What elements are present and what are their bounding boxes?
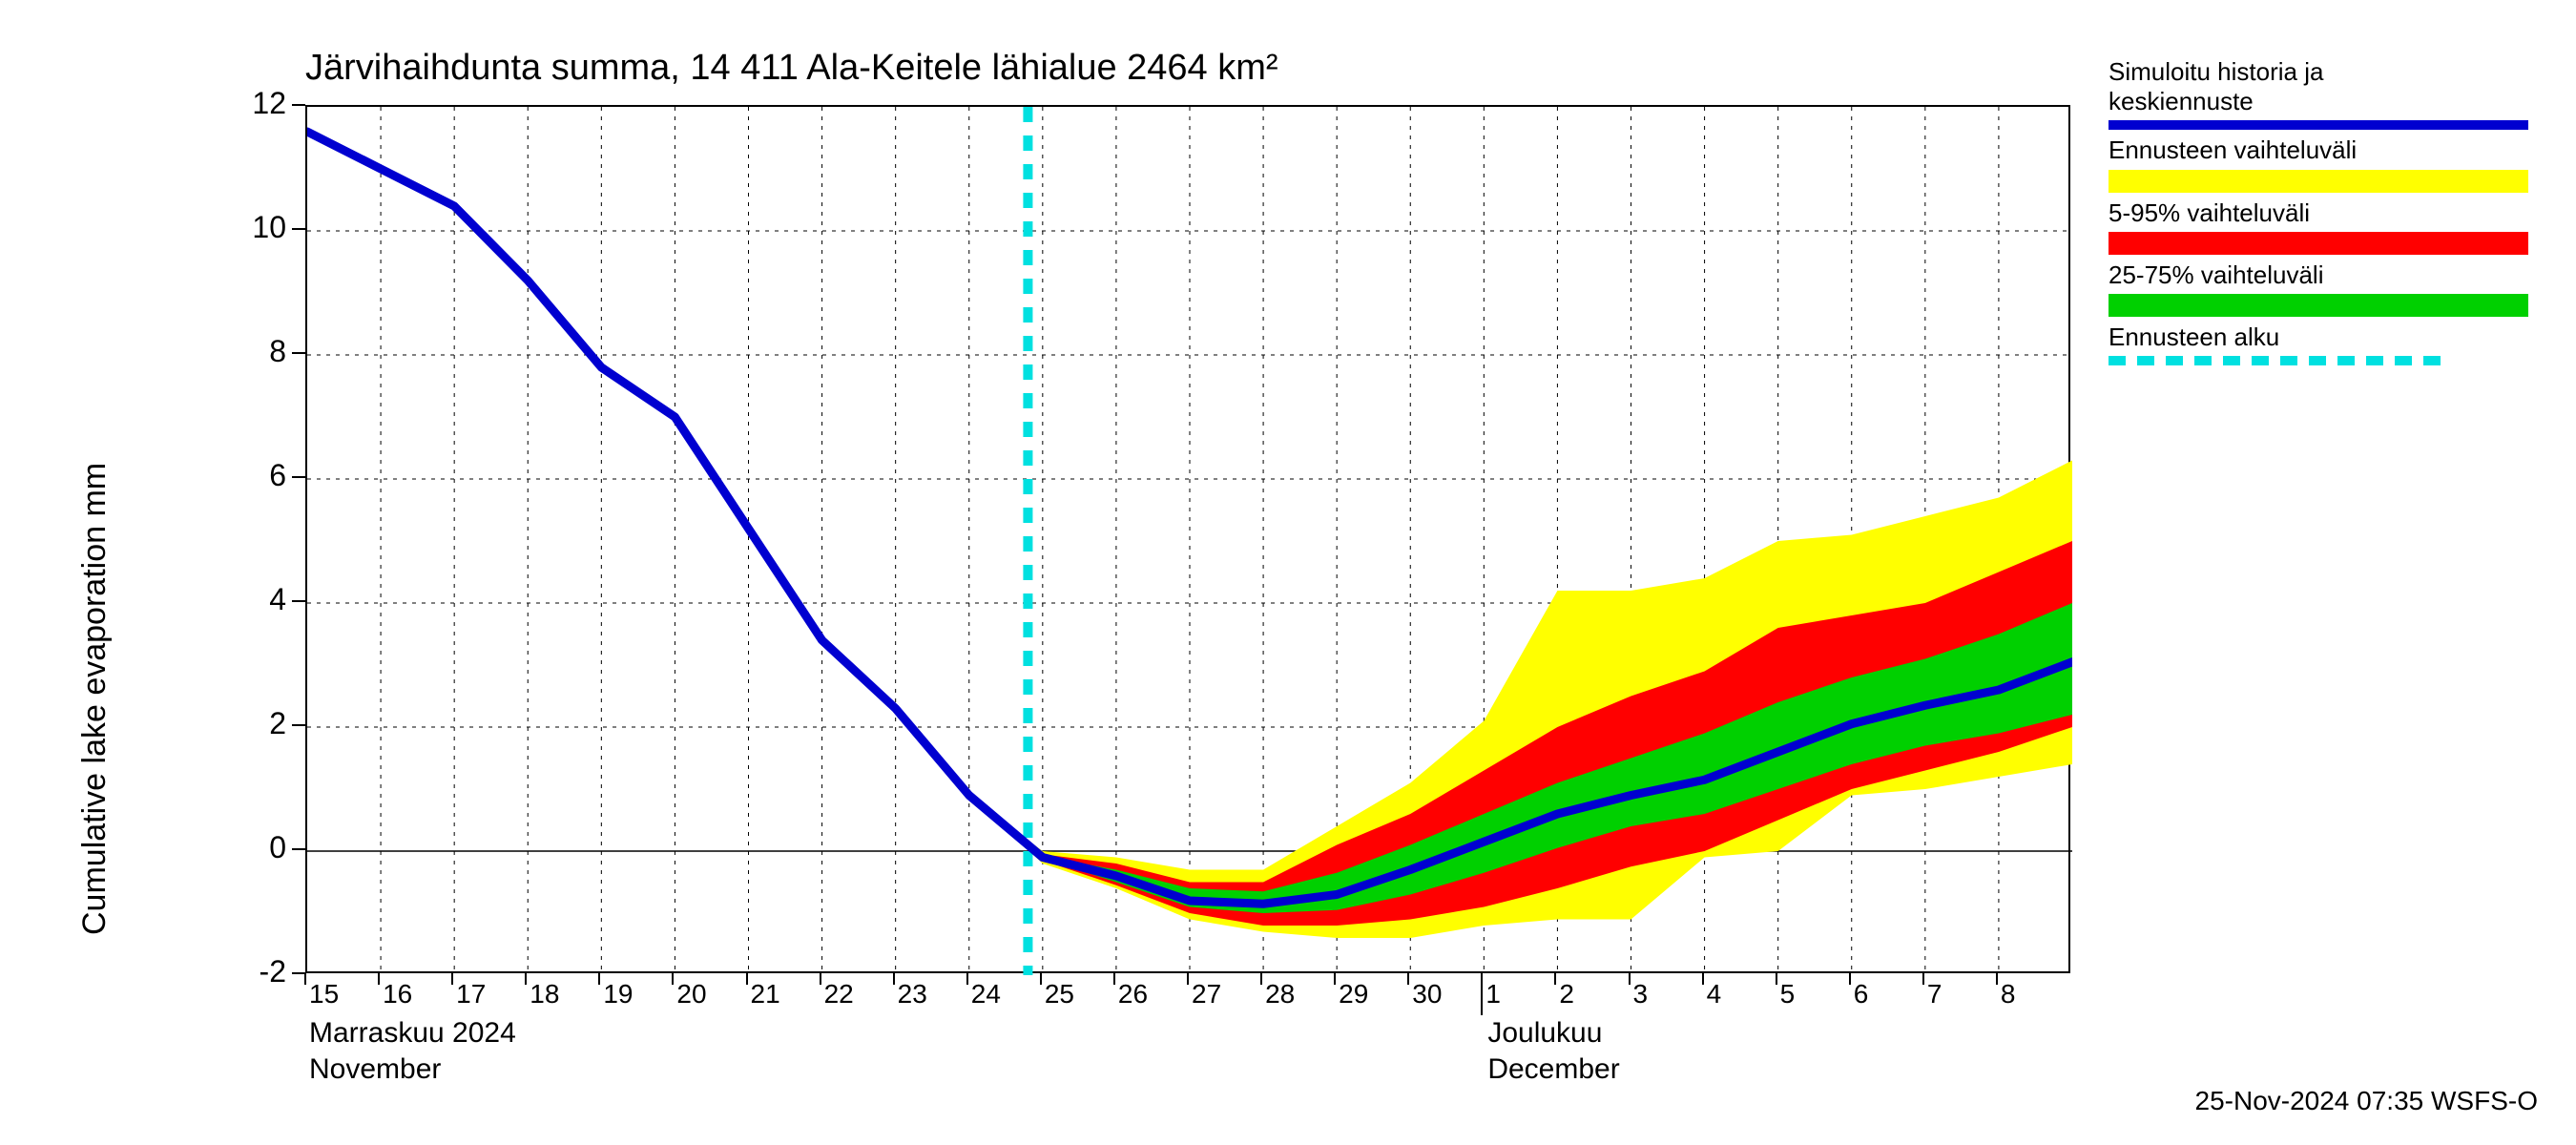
month-label-2: Joulukuu December (1487, 1015, 1619, 1087)
x-tick-mark (304, 973, 306, 985)
x-tick-mark (1040, 973, 1042, 985)
x-tick-mark (1849, 973, 1851, 985)
legend-item: Ennusteen alku (2109, 323, 2528, 365)
footer-timestamp: 25-Nov-2024 07:35 WSFS-O (2195, 1086, 2539, 1116)
x-tick: 28 (1265, 979, 1295, 1010)
x-tick-mark (672, 973, 674, 985)
y-tick: 8 (269, 334, 286, 369)
y-tick-mark (292, 476, 305, 478)
x-tick: 22 (824, 979, 854, 1010)
y-tick: 0 (269, 830, 286, 865)
x-tick-mark (598, 973, 600, 985)
x-tick: 16 (383, 979, 412, 1010)
x-tick: 23 (898, 979, 927, 1010)
x-tick-mark (1187, 973, 1189, 985)
x-tick-mark (1260, 973, 1262, 985)
x-tick: 4 (1707, 979, 1722, 1010)
x-tick: 24 (971, 979, 1001, 1010)
x-tick: 19 (603, 979, 633, 1010)
chart-title: Järvihaihdunta summa, 14 411 Ala-Keitele… (305, 48, 1278, 89)
legend-item: Ennusteen vaihteluväli (2109, 135, 2528, 192)
x-tick: 3 (1633, 979, 1649, 1010)
x-tick-mark (1996, 973, 1998, 985)
x-tick-mark (378, 973, 380, 985)
x-tick-mark (1776, 973, 1777, 985)
month1-en: November (309, 1051, 516, 1088)
month-label-1: Marraskuu 2024 November (309, 1015, 516, 1087)
x-tick-mark (1702, 973, 1704, 985)
y-axis-label: Cumulative lake evaporation mm (76, 463, 114, 935)
x-tick: 26 (1118, 979, 1148, 1010)
legend-swatch (2109, 232, 2528, 255)
x-tick-mark (1922, 973, 1924, 985)
x-tick: 6 (1854, 979, 1869, 1010)
legend-swatch (2109, 120, 2528, 130)
legend-label: Ennusteen vaihteluväli (2109, 135, 2528, 165)
y-tick-mark (292, 848, 305, 850)
legend-label: 25-75% vaihteluväli (2109, 260, 2528, 290)
y-tick-mark (292, 352, 305, 354)
x-tick-mark (1481, 973, 1483, 985)
x-tick-mark (746, 973, 748, 985)
legend: Simuloitu historia jakeskiennuste Ennuste… (2109, 57, 2528, 371)
x-tick: 7 (1927, 979, 1942, 1010)
x-tick-mark (966, 973, 968, 985)
x-tick: 15 (309, 979, 339, 1010)
legend-item: 25-75% vaihteluväli (2109, 260, 2528, 317)
x-tick-mark (820, 973, 821, 985)
legend-item: Simuloitu historia jakeskiennuste (2109, 57, 2528, 130)
x-tick-mark (1554, 973, 1556, 985)
y-tick: 12 (252, 86, 286, 121)
x-tick: 27 (1192, 979, 1221, 1010)
x-tick: 2 (1559, 979, 1574, 1010)
y-tick-mark (292, 972, 305, 974)
legend-label: Ennusteen alku (2109, 323, 2528, 352)
legend-swatch (2109, 356, 2528, 365)
y-tick: 6 (269, 458, 286, 493)
x-tick: 1 (1485, 979, 1501, 1010)
legend-swatch (2109, 170, 2528, 193)
y-tick: -2 (260, 954, 286, 989)
x-tick: 8 (2001, 979, 2016, 1010)
month1-fi: Marraskuu 2024 (309, 1015, 516, 1051)
x-tick: 29 (1339, 979, 1368, 1010)
x-tick-mark (1113, 973, 1115, 985)
x-tick-mark (451, 973, 453, 985)
y-tick-mark (292, 228, 305, 230)
x-tick: 21 (751, 979, 780, 1010)
y-tick-mark (292, 724, 305, 726)
x-tick-mark (893, 973, 895, 985)
x-tick: 30 (1412, 979, 1442, 1010)
plot-svg (307, 107, 2072, 975)
x-tick-mark (1407, 973, 1409, 985)
x-tick-mark (1629, 973, 1631, 985)
x-tick-mark (1334, 973, 1336, 985)
y-tick-mark (292, 600, 305, 602)
month2-en: December (1487, 1051, 1619, 1088)
x-tick: 25 (1045, 979, 1074, 1010)
y-tick-mark (292, 104, 305, 106)
y-tick: 2 (269, 706, 286, 741)
y-tick: 10 (252, 210, 286, 245)
plot-area (305, 105, 2070, 973)
legend-label: 5-95% vaihteluväli (2109, 198, 2528, 228)
legend-label: Simuloitu historia ja (2109, 57, 2528, 87)
month2-fi: Joulukuu (1487, 1015, 1619, 1051)
x-tick: 18 (530, 979, 559, 1010)
legend-swatch (2109, 294, 2528, 317)
x-tick-mark (525, 973, 527, 985)
x-tick: 20 (676, 979, 706, 1010)
legend-item: 5-95% vaihteluväli (2109, 198, 2528, 255)
x-tick: 17 (456, 979, 486, 1010)
chart-container: Järvihaihdunta summa, 14 411 Ala-Keitele… (0, 0, 2576, 1145)
y-tick: 4 (269, 582, 286, 617)
legend-label: keskiennuste (2109, 87, 2528, 116)
x-tick: 5 (1780, 979, 1796, 1010)
